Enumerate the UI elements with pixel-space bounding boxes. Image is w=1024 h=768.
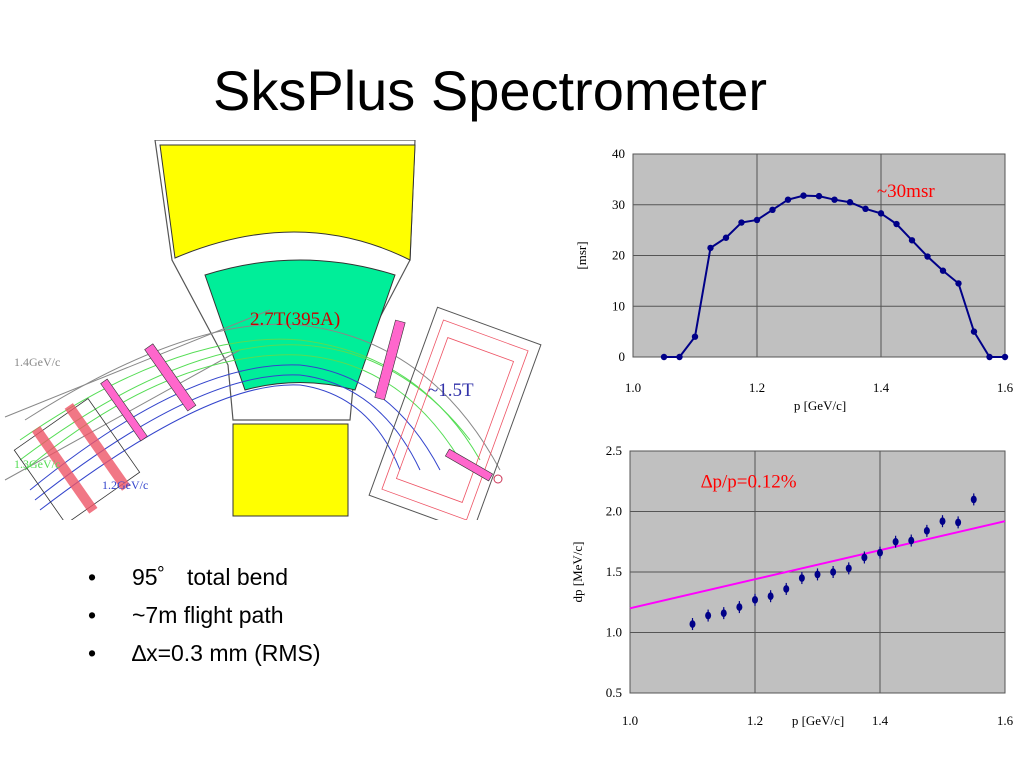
data-point: [815, 192, 823, 200]
y-tick-label: 20: [612, 248, 625, 263]
data-point: [955, 518, 962, 527]
bullet-item: • ~7m flight path: [88, 596, 321, 634]
acceptance-chart: 1.0 1.2 1.4 1.6 0 10 20 30 40 p [GeV/c] [msr] ~30ms…: [574, 146, 1014, 413]
data-point: [691, 333, 699, 340]
bullet-list: • 95゜ total bend • ~7m flight path • ∆x=0.3…: [88, 558, 321, 672]
data-point: [908, 536, 915, 545]
data-point: [767, 592, 774, 600]
data-point: [722, 234, 730, 241]
x-tick-label: 1.4: [873, 380, 890, 395]
bullet-marker: •: [88, 564, 97, 590]
track-label-1: 1.4GeV/c: [14, 355, 60, 369]
data-point: [939, 267, 947, 274]
spectrometer-diagram: 2.7T(395A) ~1.5T 1.4GeV/c 1.3GeV/c 1.2Ge…: [0, 140, 545, 520]
x-tick-label: 1.2: [749, 380, 765, 395]
data-point: [892, 537, 899, 546]
data-point: [939, 517, 946, 525]
data-point: [955, 280, 962, 287]
data-point: [831, 196, 838, 203]
x-tick-label: 1.0: [622, 713, 638, 728]
x-axis-label: p [GeV/c]: [794, 398, 846, 413]
x-tick-label: 1.0: [625, 380, 641, 395]
data-point: [769, 206, 776, 214]
track-label-2: 1.3GeV/c: [14, 457, 60, 471]
data-point: [830, 568, 837, 576]
data-point: [800, 192, 807, 199]
bullet-marker: •: [88, 602, 97, 628]
data-point: [784, 196, 792, 203]
data-point: [752, 596, 758, 604]
y-tick-label: 2.5: [606, 443, 622, 458]
field-aux-label: ~1.5T: [428, 380, 474, 401]
x-axis-label: p [GeV/c]: [792, 713, 844, 728]
bullet-marker: •: [88, 640, 97, 666]
x-tick-label: 1.6: [997, 713, 1014, 728]
data-point: [986, 353, 993, 361]
data-point: [814, 570, 821, 579]
data-point: [861, 553, 868, 562]
data-point: [689, 620, 696, 628]
y-tick-label: 30: [612, 197, 625, 212]
x-tick-label: 1.2: [747, 713, 763, 728]
data-point: [845, 564, 852, 573]
y-tick-label: 2.0: [606, 504, 622, 519]
y-tick-label: 40: [612, 146, 625, 161]
bullet-text: ∆x=0.3 mm (RMS): [132, 640, 321, 666]
bullet-item: • ∆x=0.3 mm (RMS): [88, 634, 321, 672]
y-tick-label: 1.0: [606, 625, 622, 640]
yoke-upper: [159, 144, 416, 261]
y-axis-label: dp [MeV/c]: [570, 541, 585, 602]
chart-annotation: ∆p/p=0.12%: [701, 471, 797, 492]
y-tick-label: 0.5: [606, 685, 622, 700]
data-point: [893, 220, 900, 228]
data-point: [738, 219, 745, 226]
data-point: [676, 353, 683, 361]
data-point: [908, 237, 916, 244]
data-point: [798, 574, 805, 582]
page-title: SksPlus Spectrometer: [213, 59, 767, 122]
data-point: [970, 495, 977, 504]
bullet-item: • 95゜ total bend: [88, 558, 321, 596]
data-point: [707, 244, 714, 252]
resolution-chart: 1.0 1.2 1.4 1.60.51.01.52.02.5p [GeV/c]dp […: [570, 443, 1014, 728]
x-tick-label: 1.6: [997, 380, 1014, 395]
y-tick-label: 1.5: [606, 564, 622, 579]
y-axis-label: [msr]: [574, 241, 589, 269]
chart-annotation: ~30msr: [877, 181, 935, 202]
data-point: [846, 199, 854, 206]
data-point: [923, 527, 930, 535]
data-point: [736, 603, 743, 611]
data-point: [753, 216, 761, 224]
data-point: [705, 611, 712, 620]
data-point: [924, 253, 931, 260]
yoke-lower: [232, 423, 349, 517]
data-point: [877, 210, 885, 217]
data-point: [720, 609, 727, 617]
field-main-label: 2.7T(395A): [250, 309, 340, 330]
bullet-text: ~7m flight path: [132, 602, 284, 628]
data-point: [660, 353, 668, 361]
data-point: [970, 328, 978, 335]
data-point: [783, 585, 790, 593]
fit-line: [629, 520, 1006, 610]
data-point: [1001, 353, 1009, 361]
data-point: [877, 548, 883, 557]
x-tick-label: 1.4: [872, 713, 889, 728]
y-tick-label: 0: [619, 349, 626, 364]
track-label-3: 1.2GeV/c: [102, 478, 148, 492]
data-point: [862, 205, 869, 213]
bullet-text: 95゜ total bend: [132, 564, 289, 590]
y-tick-label: 10: [612, 298, 625, 313]
